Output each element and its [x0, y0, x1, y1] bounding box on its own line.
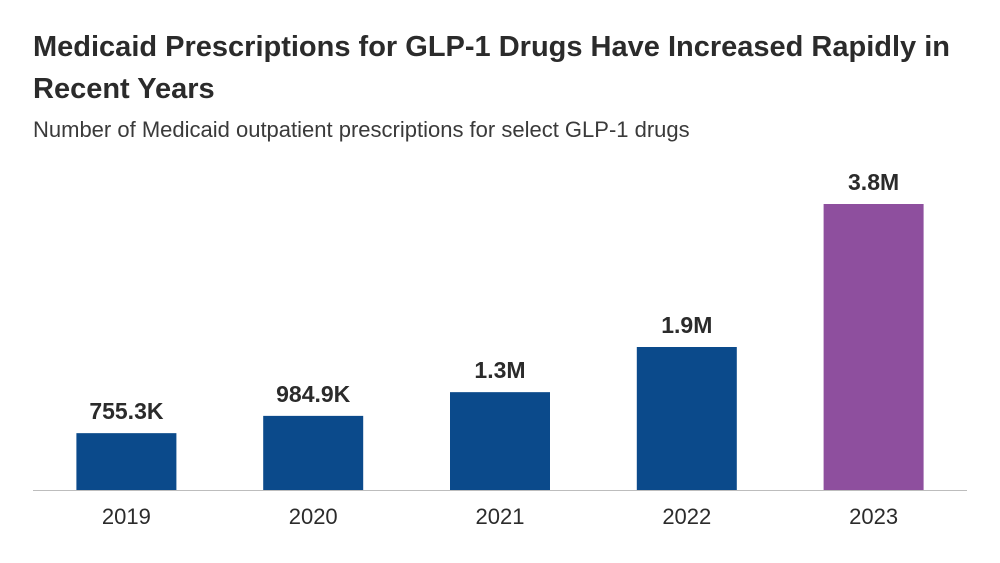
- data-label-2022: 1.9M: [661, 312, 712, 338]
- x-tick-label-2022: 2022: [662, 504, 711, 529]
- bar-2023: [823, 204, 924, 490]
- x-tick-label-2021: 2021: [476, 504, 525, 529]
- chart-title: Medicaid Prescriptions for GLP-1 Drugs H…: [33, 31, 950, 105]
- bar-2022: [636, 347, 737, 490]
- data-label-2020: 984.9K: [276, 381, 351, 407]
- bar-2021: [450, 392, 550, 490]
- x-tick-label-2020: 2020: [289, 504, 338, 529]
- chart-subtitle: Number of Medicaid outpatient prescripti…: [33, 117, 690, 142]
- bar-2020: [263, 415, 364, 490]
- x-tick-label-2019: 2019: [102, 504, 151, 529]
- data-label-2021: 1.3M: [474, 357, 525, 383]
- bar-2019: [76, 433, 177, 490]
- data-label-2019: 755.3K: [89, 398, 164, 424]
- x-tick-label-2023: 2023: [849, 504, 898, 529]
- data-label-2023: 3.8M: [848, 169, 899, 195]
